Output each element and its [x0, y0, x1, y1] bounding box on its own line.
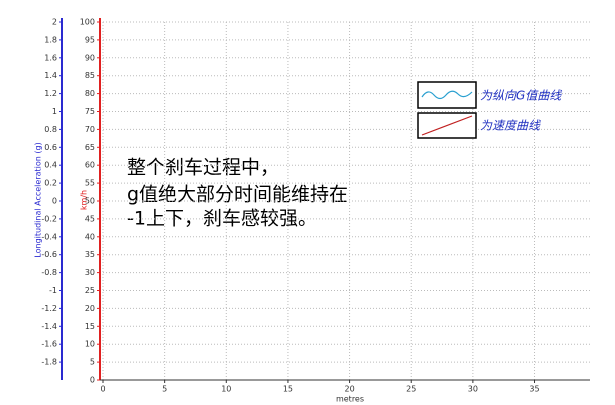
- y-tick-label: -1.8: [41, 358, 57, 367]
- y2-tick-label: 5: [90, 358, 95, 367]
- x-axis-title: metres: [336, 395, 364, 404]
- y2-tick-label: 85: [85, 71, 95, 80]
- x-tick-label: 10: [221, 385, 231, 394]
- x-tick-label: 25: [406, 385, 416, 394]
- y-tick-label: -1.2: [41, 304, 57, 313]
- y-tick-label: 2: [52, 18, 57, 27]
- y2-tick-label: 45: [85, 214, 95, 223]
- x-tick-label: 15: [283, 385, 293, 394]
- y-tick-label: -1.6: [41, 340, 57, 349]
- y2-tick-label: 95: [85, 35, 95, 44]
- y-tick-label: 0.8: [44, 125, 57, 134]
- y2-axis-title: km/h: [80, 190, 89, 210]
- annotation: g值绝大部分时间能维持在: [127, 184, 348, 206]
- y2-tick-label: 100: [80, 18, 95, 27]
- y2-tick-label: 10: [85, 340, 95, 349]
- y-tick-label: -0.4: [41, 232, 57, 241]
- y2-tick-label: 80: [85, 89, 95, 98]
- y-tick-label: -0.8: [41, 268, 57, 277]
- y2-tick-label: 40: [85, 232, 95, 241]
- y-tick-label: 1.6: [44, 53, 57, 62]
- legend-swatch: [417, 81, 477, 109]
- y-tick-label: -0.2: [41, 214, 57, 223]
- y-tick-label: 0.6: [44, 143, 57, 152]
- legend-label: 为纵向G值曲线: [480, 89, 562, 103]
- y2-tick-label: 70: [85, 125, 95, 134]
- legend: 为纵向G值曲线 为速度曲线: [417, 81, 562, 139]
- y2-tick-label: 75: [85, 107, 95, 116]
- y2-tick-label: 65: [85, 143, 95, 152]
- annotation: 整个刹车过程中，: [127, 157, 279, 179]
- y-axis-title: Longitudinal Acceleration (g): [34, 142, 43, 257]
- y2-tick-label: 20: [85, 304, 95, 313]
- legend-label: 为速度曲线: [480, 119, 541, 133]
- y2-tick-label: 60: [85, 161, 95, 170]
- x-tick-label: 35: [529, 385, 539, 394]
- y-tick-label: 1.4: [44, 71, 57, 80]
- y-tick-label: 1.2: [44, 89, 57, 98]
- y2-tick-label: 55: [85, 179, 95, 188]
- y-tick-label: 1: [52, 107, 57, 116]
- y-tick-label: -1: [49, 286, 57, 295]
- y2-tick-label: 0: [90, 376, 95, 385]
- y-tick-label: 0.4: [44, 161, 57, 170]
- y-tick-label: 0.2: [44, 179, 57, 188]
- y2-tick-label: 25: [85, 286, 95, 295]
- y2-tick-label: 15: [85, 322, 95, 331]
- annotation: -1上下，刹车感较强。: [127, 208, 317, 230]
- y-tick-label: 1.8: [44, 35, 57, 44]
- legend-line: [421, 90, 473, 100]
- y-tick-label: -0.6: [41, 250, 57, 259]
- y-tick-label: -1.4: [41, 322, 57, 331]
- x-tick-label: 0: [100, 385, 105, 394]
- y2-tick-label: 50: [85, 197, 95, 206]
- x-tick-label: 20: [344, 385, 354, 394]
- x-tick-label: 30: [468, 385, 478, 394]
- legend-line: [421, 115, 473, 136]
- y2-tick-label: 35: [85, 250, 95, 259]
- y2-tick-label: 90: [85, 53, 95, 62]
- y-tick-label: 0: [52, 197, 57, 206]
- y2-tick-label: 30: [85, 268, 95, 277]
- x-tick-label: 5: [162, 385, 167, 394]
